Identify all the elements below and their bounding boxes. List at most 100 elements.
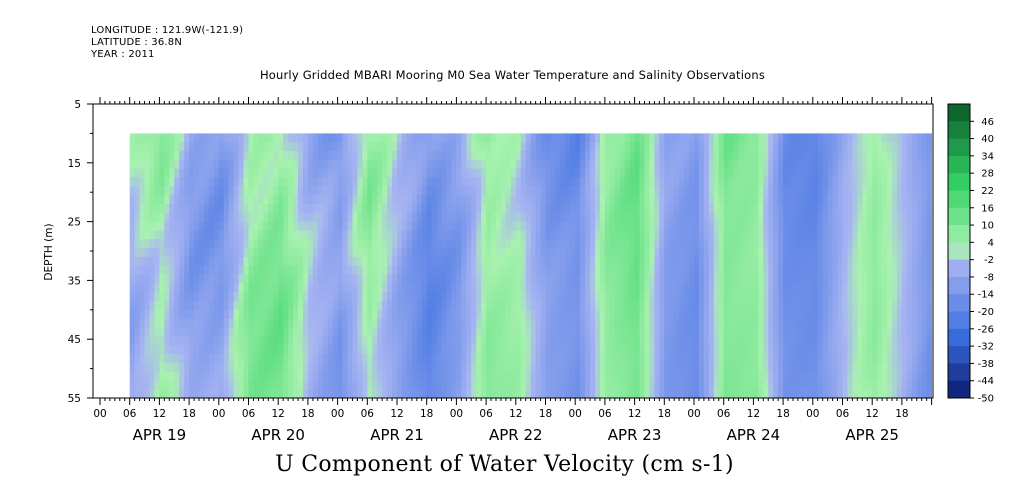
heatmap-cell — [134, 283, 140, 293]
heatmap-cell — [406, 221, 413, 231]
heatmap-cell — [327, 256, 334, 267]
heatmap-cell — [654, 230, 660, 240]
heatmap-cell — [471, 248, 477, 258]
heatmap-cell — [436, 142, 442, 152]
heatmap-cell — [545, 159, 551, 170]
heatmap-cell — [842, 168, 848, 178]
heatmap-cell — [322, 380, 329, 390]
heatmap-cell — [783, 389, 789, 399]
heatmap-cell — [778, 230, 784, 240]
heatmap-cell — [164, 318, 170, 328]
heatmap-cell — [174, 274, 180, 284]
heatmap-cell — [431, 336, 437, 346]
heatmap-cell — [604, 221, 611, 231]
heatmap-cell — [456, 168, 462, 178]
heatmap-cell — [659, 248, 665, 258]
heatmap-cell — [555, 265, 561, 275]
heatmap-cell — [496, 177, 502, 187]
heatmap-cell — [698, 133, 705, 143]
heatmap-cell — [352, 318, 358, 328]
heatmap-cell — [471, 380, 477, 390]
heatmap-cell — [466, 159, 472, 170]
heatmap-cell — [223, 256, 230, 267]
heatmap-cell — [238, 353, 244, 364]
heatmap-cell — [887, 362, 893, 372]
heatmap-cell — [179, 248, 185, 258]
heatmap-cell — [486, 151, 492, 161]
heatmap-cell — [530, 283, 536, 293]
heatmap-cell — [649, 212, 655, 222]
heatmap-cell — [208, 168, 215, 178]
heatmap-cell — [713, 203, 720, 214]
heatmap-cell — [659, 159, 665, 170]
heatmap-cell — [753, 389, 759, 399]
heatmap-cell — [926, 362, 932, 372]
heatmap-cell — [352, 212, 358, 222]
heatmap-cell — [174, 336, 180, 346]
heatmap-cell — [614, 353, 621, 364]
heatmap-cell — [768, 203, 774, 214]
heatmap-cell — [189, 380, 195, 390]
heatmap-cell — [807, 300, 814, 311]
heatmap-cell — [421, 230, 428, 240]
heatmap-cell — [243, 203, 249, 214]
heatmap-cell — [778, 389, 784, 399]
heatmap-cell — [515, 230, 522, 240]
heatmap-cell — [278, 353, 284, 364]
heatmap-cell — [451, 195, 457, 205]
heatmap-cell — [753, 318, 759, 328]
heatmap-cell — [228, 248, 235, 258]
heatmap-cell — [723, 362, 730, 372]
heatmap-cell — [550, 212, 556, 222]
heatmap-cell — [312, 133, 319, 143]
heatmap-cell — [604, 248, 611, 258]
heatmap-cell — [302, 300, 309, 311]
heatmap-cell — [530, 274, 536, 284]
heatmap-cell — [694, 239, 700, 249]
heatmap-cell — [298, 292, 304, 302]
heatmap-cell — [817, 256, 824, 267]
heatmap-cell — [639, 195, 645, 205]
heatmap-cell — [293, 159, 299, 170]
heatmap-cell — [738, 336, 744, 346]
heatmap-cell — [684, 300, 690, 311]
heatmap-cell — [738, 168, 744, 178]
heatmap-cell — [896, 133, 903, 143]
heatmap-cell — [500, 362, 507, 372]
heatmap-cell — [555, 186, 561, 196]
heatmap-cell — [649, 221, 655, 231]
heatmap-cell — [664, 283, 670, 293]
heatmap-cell — [129, 371, 136, 381]
heatmap-cell — [773, 186, 779, 196]
heatmap-cell — [595, 133, 601, 143]
heatmap-cell — [585, 327, 591, 337]
heatmap-cell — [565, 336, 571, 346]
heatmap-cell — [451, 336, 457, 346]
heatmap-cell — [778, 265, 784, 275]
heatmap-cell — [144, 353, 150, 364]
heatmap-cell — [599, 353, 606, 364]
heatmap-cell — [896, 195, 903, 205]
heatmap-cell — [377, 389, 383, 399]
heatmap-cell — [887, 248, 893, 258]
heatmap-cell — [703, 300, 710, 311]
heatmap-cell — [773, 274, 779, 284]
heatmap-cell — [570, 274, 576, 284]
heatmap-cell — [822, 274, 829, 284]
heatmap-cell — [763, 151, 769, 161]
heatmap-cell — [139, 151, 145, 161]
heatmap-cell — [882, 327, 888, 337]
heatmap-cell — [812, 353, 819, 364]
heatmap-cell — [926, 221, 932, 231]
heatmap-cell — [189, 362, 195, 372]
heatmap-cell — [540, 248, 546, 258]
heatmap-cell — [901, 212, 908, 222]
heatmap-cell — [778, 203, 784, 214]
heatmap-cell — [817, 177, 824, 187]
heatmap-cell — [129, 300, 136, 311]
heatmap-cell — [555, 203, 561, 214]
heatmap-cell — [862, 212, 868, 222]
heatmap-cell — [669, 380, 675, 390]
heatmap-cell — [758, 142, 764, 152]
heatmap-cell — [698, 274, 705, 284]
